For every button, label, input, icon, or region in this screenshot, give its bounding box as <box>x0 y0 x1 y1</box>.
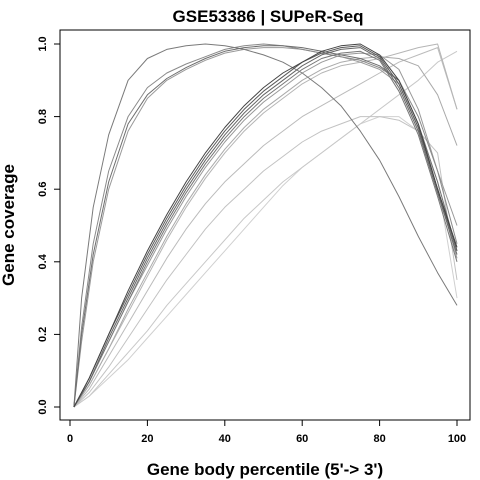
coverage-line <box>73 45 458 408</box>
x-tick-label: 0 <box>67 433 73 445</box>
y-axis: 0.0 0.2 0.4 0.6 0.8 1.0 <box>37 36 60 415</box>
coverage-line <box>73 45 458 408</box>
coverage-line <box>73 116 458 408</box>
x-axis-title: Gene body percentile (5'-> 3') <box>147 460 383 479</box>
coverage-line <box>73 47 458 408</box>
coverage-line <box>73 116 458 408</box>
coverage-line <box>73 50 458 408</box>
y-tick-label: 0.2 <box>37 327 49 342</box>
y-tick-label: 1.0 <box>37 36 49 51</box>
coverage-line <box>73 43 458 408</box>
coverage-line <box>73 52 458 408</box>
y-tick-label: 0.0 <box>37 399 49 414</box>
coverage-curves <box>73 43 458 408</box>
coverage-line <box>73 43 458 408</box>
y-tick-label: 0.6 <box>37 182 49 197</box>
y-tick-label: 0.4 <box>37 253 49 269</box>
coverage-line <box>73 43 458 408</box>
coverage-line <box>73 47 458 408</box>
x-tick-label: 60 <box>296 433 308 445</box>
plot-frame <box>59 29 471 421</box>
x-tick-label: 80 <box>373 433 385 445</box>
coverage-line <box>73 56 458 408</box>
x-tick-label: 100 <box>448 433 466 445</box>
x-axis: 0 20 40 60 80 100 <box>67 420 466 445</box>
x-tick-label: 40 <box>219 433 231 445</box>
coverage-line <box>73 43 458 408</box>
y-tick-label: 0.8 <box>37 109 49 124</box>
coverage-line <box>73 50 458 408</box>
y-axis-title: Gene coverage <box>0 164 18 286</box>
x-tick-label: 20 <box>141 433 153 445</box>
coverage-line <box>73 47 458 408</box>
chart-title: GSE53386 | SUPeR-Seq <box>173 7 364 26</box>
